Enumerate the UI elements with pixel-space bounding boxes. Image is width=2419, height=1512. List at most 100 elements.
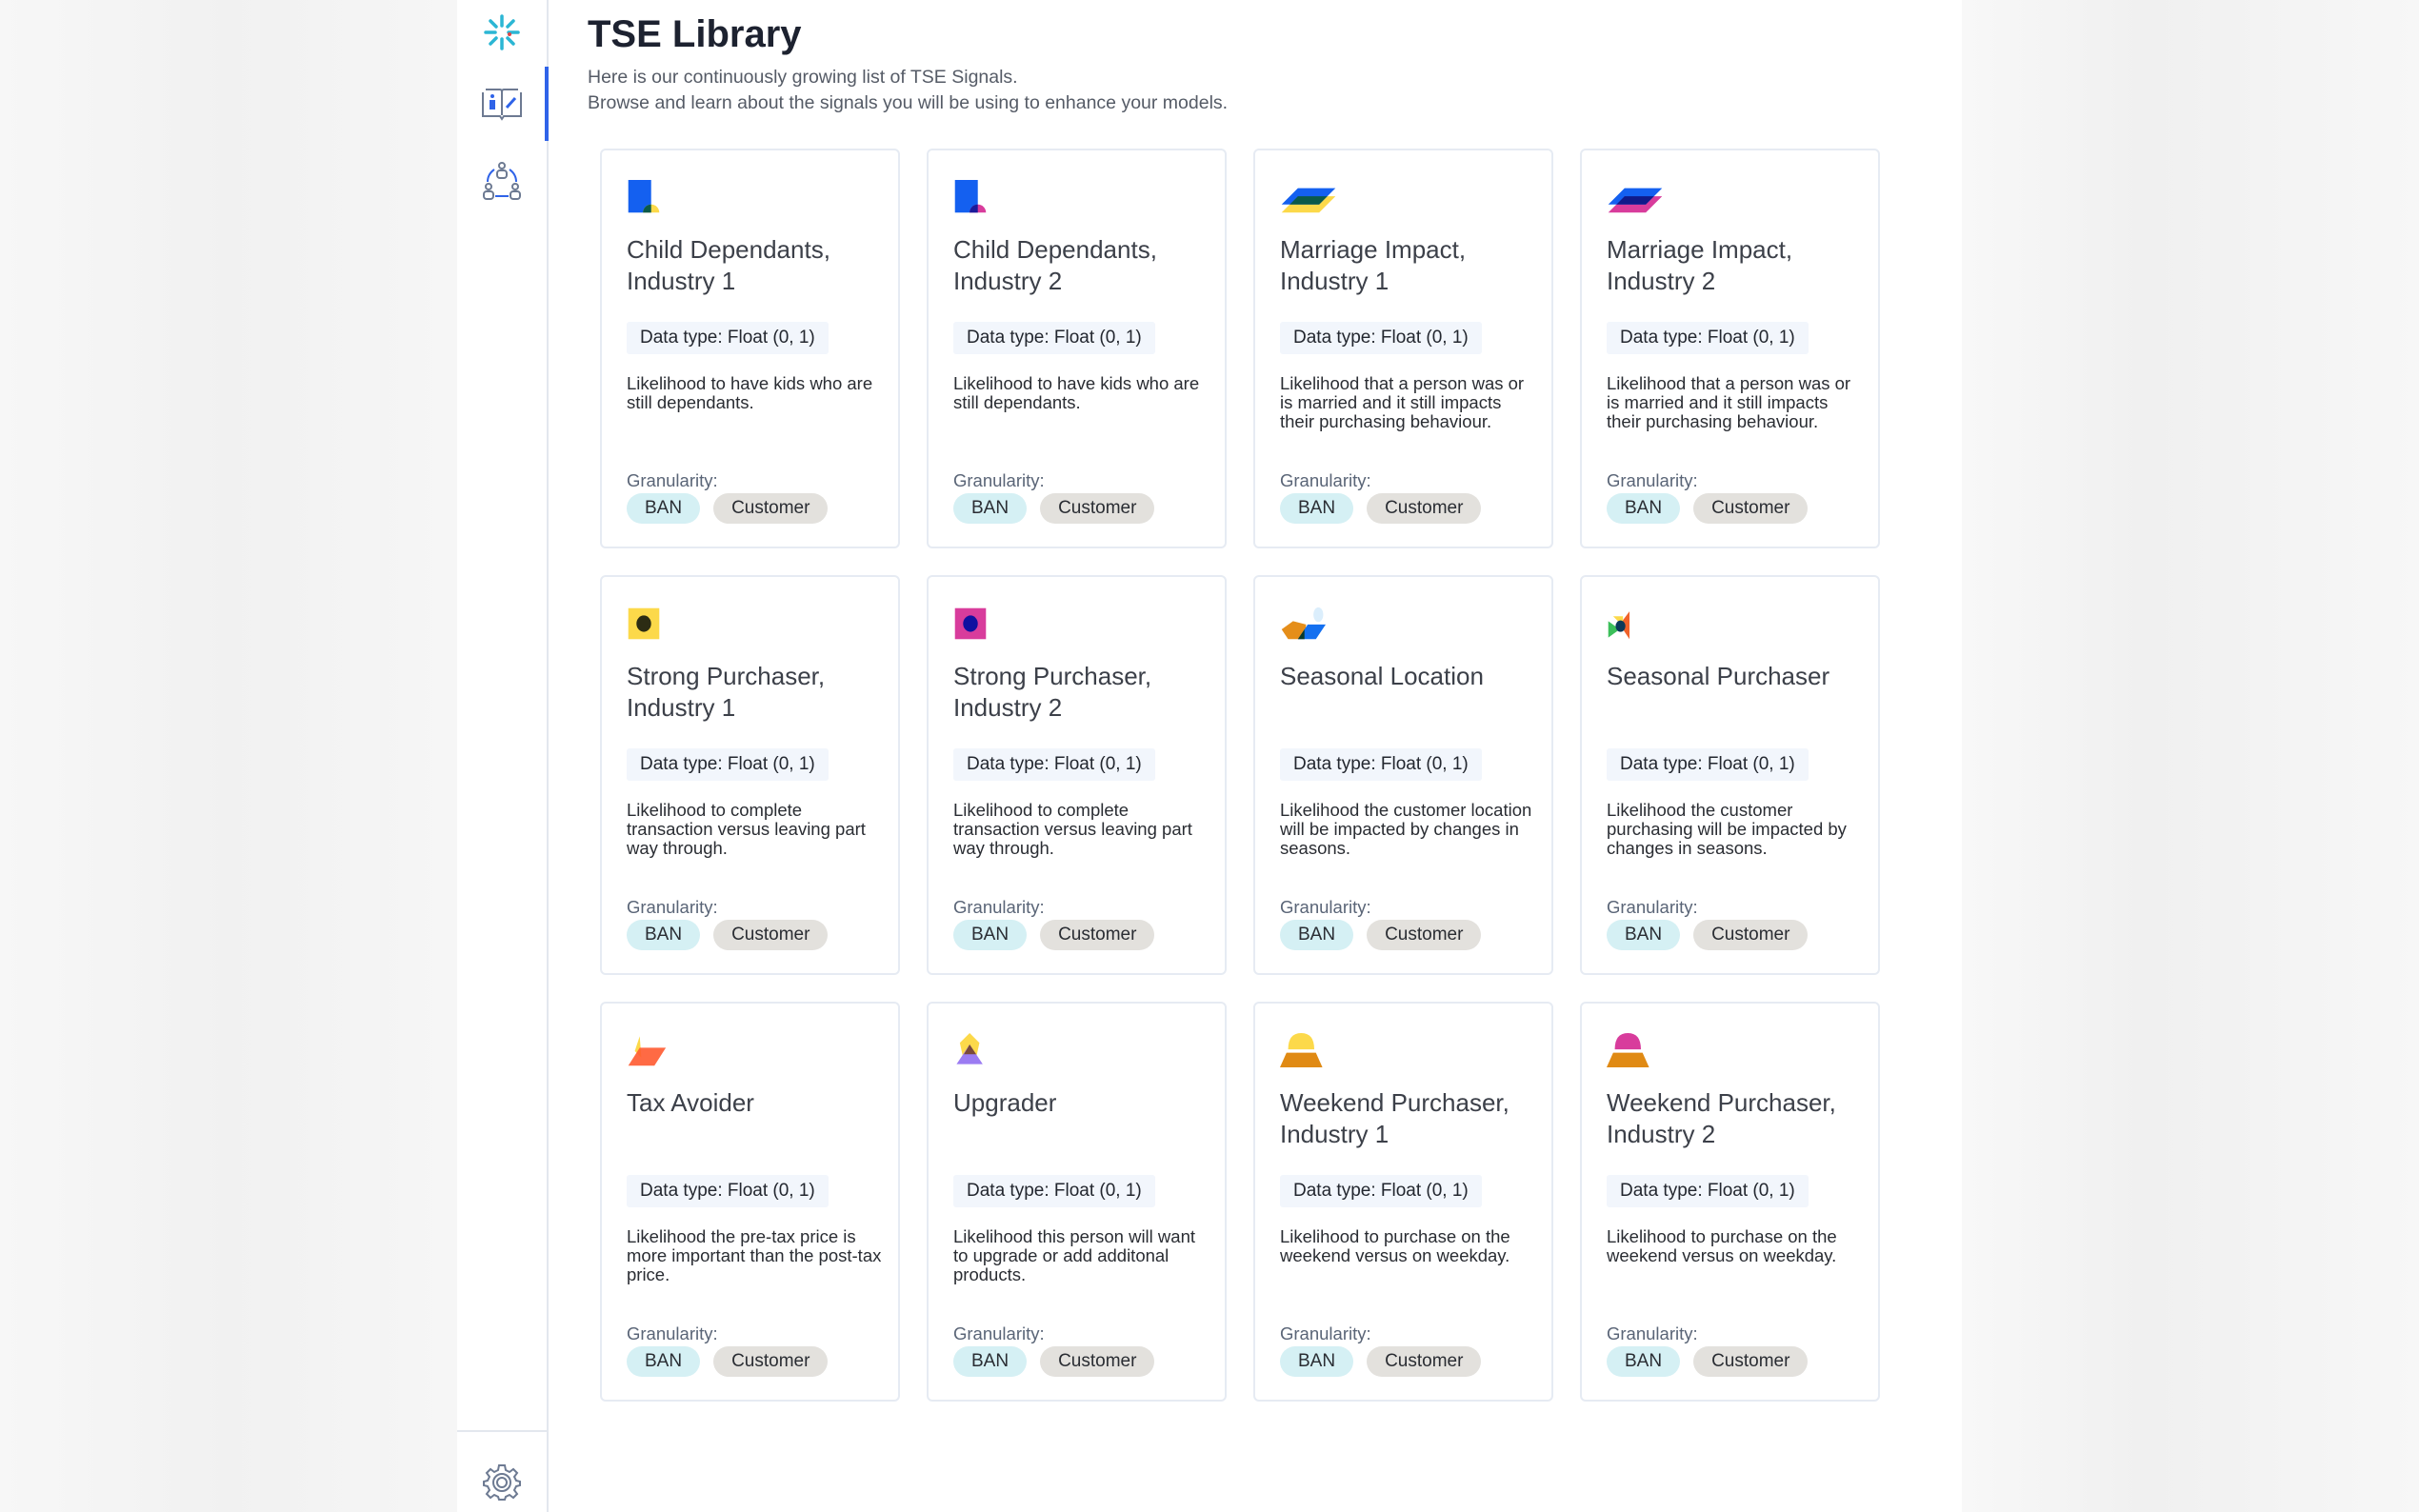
card-title: Strong Purchaser, Industry 2 <box>953 662 1152 722</box>
strong-purchaser-2-icon <box>954 607 987 640</box>
signal-card[interactable]: Child Dependants, Industry 1 Data type: F… <box>600 149 900 548</box>
signal-card[interactable]: Strong Purchaser, Industry 2 Data type: F… <box>927 575 1227 975</box>
granularity-tag-customer[interactable]: Customer <box>1367 920 1482 950</box>
granularity-label: Granularity: <box>627 470 718 490</box>
granularity-tag-customer[interactable]: Customer <box>1040 493 1155 524</box>
card-description: Likelihood to have kids who are still de… <box>953 373 1200 412</box>
main-content: TSE Library Here is our continuously gro… <box>549 0 1962 1512</box>
signal-card[interactable]: Marriage Impact, Industry 1 Data type: Fl… <box>1253 149 1553 548</box>
granularity-tag-ban[interactable]: BAN <box>627 1346 701 1377</box>
data-type-label: Data type: Float (0, 1) <box>627 322 829 354</box>
page-title: TSE Library <box>588 13 802 55</box>
sidebar-divider <box>457 1430 547 1432</box>
granularity-label: Granularity: <box>1607 897 1698 917</box>
card-description: Likelihood to purchase on the weekend ve… <box>1280 1226 1510 1265</box>
sidebar-item-library[interactable] <box>457 70 547 137</box>
granularity-tag-ban[interactable]: BAN <box>1280 920 1354 950</box>
card-title: Child Dependants, Industry 1 <box>627 235 830 295</box>
granularity-tag-ban[interactable]: BAN <box>1607 1346 1681 1377</box>
card-description: Likelihood that a person was or is marri… <box>1280 373 1525 431</box>
card-title: Tax Avoider <box>627 1088 754 1117</box>
granularity-tags: BAN Customer <box>1607 920 1809 950</box>
book-icon <box>482 89 522 121</box>
granularity-tags: BAN Customer <box>627 920 829 950</box>
granularity-tag-customer[interactable]: Customer <box>1693 1346 1809 1377</box>
seasonal-purchaser-icon <box>1608 611 1629 640</box>
granularity-label: Granularity: <box>627 1323 718 1343</box>
granularity-label: Granularity: <box>953 470 1045 490</box>
signal-card[interactable]: Child Dependants, Industry 2 Data type: F… <box>927 149 1227 548</box>
card-title: Weekend Purchaser, Industry 1 <box>1280 1088 1509 1148</box>
data-type-label: Data type: Float (0, 1) <box>1280 1175 1482 1207</box>
card-description: Likelihood to have kids who are still de… <box>627 373 873 412</box>
card-title: Seasonal Purchaser <box>1607 662 1830 690</box>
data-type-label: Data type: Float (0, 1) <box>953 1175 1155 1207</box>
granularity-tags: BAN Customer <box>1280 920 1482 950</box>
granularity-tag-customer[interactable]: Customer <box>713 1346 829 1377</box>
granularity-label: Granularity: <box>1280 470 1371 490</box>
granularity-tag-ban[interactable]: BAN <box>1280 493 1354 524</box>
card-title: Marriage Impact, Industry 2 <box>1607 235 1793 295</box>
card-title: Marriage Impact, Industry 1 <box>1280 235 1467 295</box>
card-description: Likelihood to complete transaction versu… <box>627 800 866 858</box>
granularity-label: Granularity: <box>1607 470 1698 490</box>
data-type-label: Data type: Float (0, 1) <box>1607 322 1809 354</box>
tax-avoider-icon <box>628 1036 667 1066</box>
granularity-label: Granularity: <box>1280 1323 1371 1343</box>
granularity-tags: BAN Customer <box>953 493 1155 524</box>
granularity-tags: BAN Customer <box>953 1346 1155 1377</box>
granularity-tag-ban[interactable]: BAN <box>1607 920 1681 950</box>
granularity-tag-customer[interactable]: Customer <box>1367 493 1482 524</box>
granularity-tags: BAN Customer <box>627 1346 829 1377</box>
granularity-tag-ban[interactable]: BAN <box>953 493 1028 524</box>
card-description: Likelihood to purchase on the weekend ve… <box>1607 1226 1837 1265</box>
card-title: Strong Purchaser, Industry 1 <box>627 662 826 722</box>
card-description: Likelihood the customer location will be… <box>1280 800 1532 858</box>
child-dependants-2-icon <box>954 180 987 213</box>
granularity-tag-customer[interactable]: Customer <box>713 493 829 524</box>
card-description: Likelihood to complete transaction versu… <box>953 800 1192 858</box>
granularity-tags: BAN Customer <box>1280 1346 1482 1377</box>
card-description: Likelihood this person will want to upgr… <box>953 1226 1195 1284</box>
data-type-label: Data type: Float (0, 1) <box>1280 748 1482 781</box>
sparkle-logo-icon[interactable] <box>457 6 547 59</box>
granularity-label: Granularity: <box>953 897 1045 917</box>
signal-card[interactable]: Weekend Purchaser, Industry 1 Data type: … <box>1253 1002 1553 1402</box>
granularity-tags: BAN Customer <box>953 920 1155 950</box>
card-description: Likelihood that a person was or is marri… <box>1607 373 1851 431</box>
granularity-tag-customer[interactable]: Customer <box>1367 1346 1482 1377</box>
granularity-tag-ban[interactable]: BAN <box>953 920 1028 950</box>
weekend-purchaser-2-icon <box>1607 1033 1649 1067</box>
signal-card[interactable]: Seasonal Purchaser Data type: Float (0, 1… <box>1580 575 1880 975</box>
granularity-tag-customer[interactable]: Customer <box>713 920 829 950</box>
granularity-label: Granularity: <box>1607 1323 1698 1343</box>
active-indicator <box>545 67 549 141</box>
granularity-tag-ban[interactable]: BAN <box>627 493 701 524</box>
granularity-tag-customer[interactable]: Customer <box>1693 920 1809 950</box>
child-dependants-1-icon <box>628 180 660 213</box>
seasonal-location-icon <box>1281 607 1326 640</box>
signal-card[interactable]: Tax Avoider Data type: Float (0, 1) Likeli… <box>600 1002 900 1402</box>
granularity-tag-ban[interactable]: BAN <box>953 1346 1028 1377</box>
signal-card[interactable]: Marriage Impact, Industry 2 Data type: Fl… <box>1580 149 1880 548</box>
granularity-tag-customer[interactable]: Customer <box>1693 493 1809 524</box>
signal-card[interactable]: Seasonal Location Data type: Float (0, 1)… <box>1253 575 1553 975</box>
background-left <box>0 0 457 1512</box>
marriage-impact-1-icon <box>1281 188 1336 213</box>
gear-icon <box>483 1464 521 1501</box>
granularity-tag-ban[interactable]: BAN <box>1280 1346 1354 1377</box>
granularity-tag-customer[interactable]: Customer <box>1040 1346 1155 1377</box>
settings-button[interactable] <box>457 1457 547 1506</box>
granularity-tag-ban[interactable]: BAN <box>1607 493 1681 524</box>
granularity-tag-customer[interactable]: Customer <box>1040 920 1155 950</box>
card-title: Upgrader <box>953 1088 1057 1117</box>
sidebar-item-network[interactable] <box>457 149 547 215</box>
marriage-impact-2-icon <box>1608 188 1663 213</box>
signal-card[interactable]: Upgrader Data type: Float (0, 1) Likelihoo… <box>927 1002 1227 1402</box>
signal-card[interactable]: Weekend Purchaser, Industry 2 Data type: … <box>1580 1002 1880 1402</box>
granularity-label: Granularity: <box>627 897 718 917</box>
card-description: Likelihood the pre-tax price is more imp… <box>627 1226 882 1284</box>
data-type-label: Data type: Float (0, 1) <box>1280 322 1482 354</box>
granularity-tag-ban[interactable]: BAN <box>627 920 701 950</box>
signal-card[interactable]: Strong Purchaser, Industry 1 Data type: F… <box>600 575 900 975</box>
